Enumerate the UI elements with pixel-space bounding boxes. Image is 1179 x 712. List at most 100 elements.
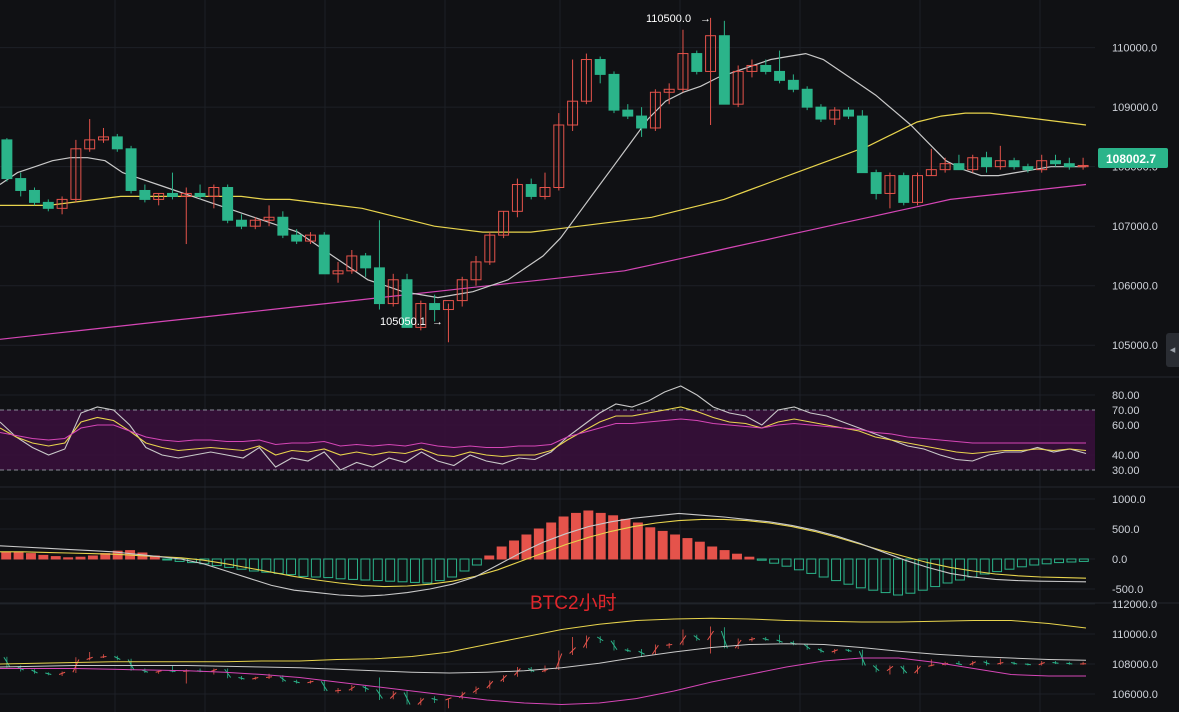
candle-body [801,88,813,108]
candle-body [1063,163,1075,168]
mini-candle-body [403,692,411,705]
candle-body [277,216,289,236]
mini-candle-body [638,650,645,655]
candle-body [1008,160,1020,168]
mini-candle-body [279,676,287,682]
y-tick-label: 1000.0 [1112,494,1146,506]
low-arrow: → [432,316,443,328]
candle-body [898,175,910,203]
mini-candle-body [610,640,618,651]
macd-histogram-bar [484,555,495,560]
mini-candle-body [886,665,894,672]
candle-body [732,70,744,105]
rsi-band [0,409,1095,471]
candle-body [691,53,703,72]
rsi-line [0,406,1087,458]
mini-candle-body [569,647,576,654]
side-scroll-handle[interactable]: ◂ [1166,333,1179,367]
mini-candle-body [734,639,742,649]
macd-histogram-bar [310,558,321,578]
candle-body [649,91,661,129]
mini-chart [0,617,1087,709]
candle-body [746,64,758,72]
candle-body [456,279,468,302]
candle-body [580,59,592,102]
rsi-line [0,385,1087,471]
y-tick-label: 105000.0 [1112,340,1158,352]
y-tick-label: -500.0 [1112,584,1143,596]
mini-candle-body [955,662,963,666]
y-tick-label: 108000.0 [1112,659,1158,671]
candle-body [442,300,454,311]
candle-body [208,187,220,197]
price-markers: 110500.0 → 105050.1 → 108002.7 [380,13,1168,328]
macd-histogram-bar [422,558,433,584]
mini-candle-body [762,638,769,641]
candle-body [194,192,206,197]
candle-body [332,270,344,275]
mini-candle-body [1024,663,1031,666]
candle-body [1036,160,1048,171]
macd-histogram-bar [756,558,767,561]
macd-histogram-bar [843,558,854,585]
mini-candle-body [514,668,521,676]
macd-histogram-bar [162,558,173,561]
candle-body [760,64,772,72]
candle-body [98,136,109,141]
candle-body [222,187,234,221]
macd-histogram-bar [818,558,829,578]
candle-body [373,267,385,305]
macd-histogram-bar [509,540,519,560]
mini-candle-body [624,649,631,652]
mini-candle-body [720,630,728,649]
rsi-band-fill [0,410,1095,470]
mini-candle-body [817,648,825,653]
macd-histogram-bar [868,558,879,591]
macd-line [0,512,1087,597]
current-price-tag [1098,148,1168,168]
candle-body [56,198,68,209]
candle-body [415,303,427,328]
macd-histogram-bar [248,558,259,572]
candle-body [167,192,178,197]
macd [0,510,1089,597]
macd-histogram-bar [595,512,606,560]
macd-histogram-bar [558,516,569,560]
mini-candle-body [928,664,935,667]
candle-body [15,178,27,191]
candle-body [70,148,82,200]
candle-body [484,234,496,263]
mini-candle-body [1052,662,1059,664]
candle-body [663,88,675,93]
candle-body [567,100,579,126]
macd-histogram-bar [657,530,668,560]
price-axis: 110000.0 109000.0 108000.0 107000.0 106000.0… [1112,43,1158,701]
mini-ma-yellow [0,617,1087,665]
macd-histogram-bar [63,557,74,560]
macd-histogram-bar [496,546,507,560]
macd-histogram-bar [397,558,408,583]
mini-candle-body [831,649,838,653]
macd-histogram-bar [409,558,420,583]
macd-histogram-bar [979,558,990,575]
mini-candle-body [431,698,438,701]
mini-candle-body [679,635,687,645]
mini-candle-body [265,676,273,678]
mini-candle-body [666,644,673,646]
macd-histogram-bar [571,512,581,560]
candle-body [981,157,992,168]
macd-histogram-bar [286,558,297,576]
candle-body [539,187,551,197]
candle-body [912,175,923,203]
high-arrow: → [700,13,711,25]
macd-histogram-bar [769,558,780,564]
candle-body [870,172,882,194]
mini-candle-body [1066,662,1073,665]
low-label: 105050.1 [380,316,426,328]
mini-candle-body [238,677,245,680]
y-tick-label: 60.00 [1112,420,1140,432]
macd-histogram-bar [719,550,730,560]
candle-body [511,184,523,212]
mini-candle-body [983,661,990,665]
mini-candle-body [320,680,328,692]
